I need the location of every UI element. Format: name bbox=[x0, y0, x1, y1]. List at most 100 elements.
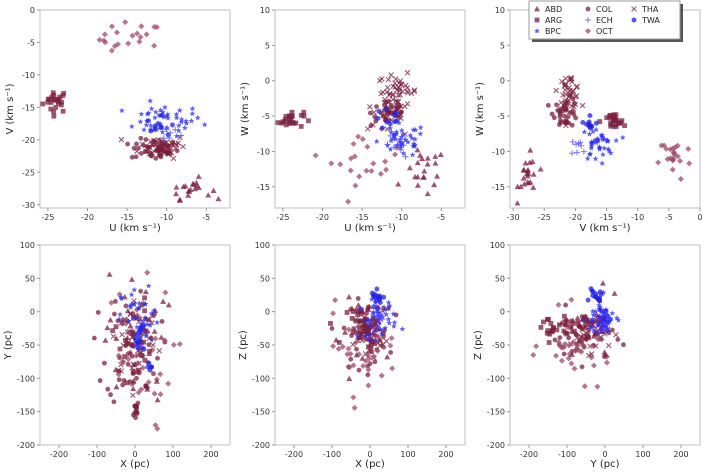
point-abd bbox=[160, 298, 167, 304]
point-bpc bbox=[592, 155, 599, 162]
point-oct bbox=[134, 30, 141, 37]
series-ech bbox=[599, 312, 614, 333]
point-oct bbox=[389, 365, 396, 372]
point-abd bbox=[520, 175, 527, 181]
point-oct bbox=[352, 182, 359, 189]
point-oct bbox=[126, 330, 133, 337]
point-col bbox=[151, 371, 156, 377]
point-bpc bbox=[605, 138, 611, 144]
point-bpc bbox=[388, 137, 394, 144]
point-bpc bbox=[154, 319, 160, 325]
point-tha bbox=[411, 87, 418, 93]
point-bpc bbox=[387, 125, 394, 131]
point-bpc bbox=[600, 151, 606, 158]
legend-label-col: COL bbox=[596, 5, 613, 14]
point-oct bbox=[370, 160, 377, 167]
point-arg bbox=[279, 120, 285, 126]
x-tick-label: 100 bbox=[165, 450, 180, 459]
point-col bbox=[132, 403, 138, 409]
panel-uw-marks bbox=[275, 69, 444, 205]
legend-items: ABD ARG BPC COL ECH OCT THA TWA bbox=[534, 5, 660, 36]
point-tha bbox=[574, 83, 581, 90]
y-tick-label: -5 bbox=[262, 112, 270, 121]
panel-xy-marks bbox=[91, 269, 183, 432]
y-tick-label: -30 bbox=[22, 201, 35, 210]
y-tick-label: -50 bbox=[257, 341, 270, 350]
point-bpc bbox=[412, 136, 418, 142]
series-ech bbox=[569, 138, 587, 157]
point-bpc bbox=[173, 133, 180, 139]
point-bpc bbox=[135, 305, 142, 311]
point-twa bbox=[597, 289, 603, 295]
point-bpc bbox=[371, 313, 378, 319]
panel-vw-xlabel: V (km s⁻¹) bbox=[579, 223, 630, 234]
point-abd bbox=[406, 164, 413, 171]
point-abd bbox=[431, 181, 438, 188]
point-oct bbox=[364, 143, 371, 150]
point-tha bbox=[571, 104, 577, 110]
point-abd bbox=[118, 320, 125, 326]
point-arg bbox=[619, 118, 625, 124]
point-bpc bbox=[391, 323, 397, 329]
point-col bbox=[133, 154, 139, 160]
point-arg bbox=[545, 316, 551, 322]
point-abd bbox=[514, 200, 521, 206]
point-abd bbox=[599, 280, 606, 286]
point-arg bbox=[49, 94, 55, 100]
point-oct bbox=[330, 343, 337, 350]
point-col bbox=[388, 349, 394, 355]
point-tha bbox=[143, 148, 149, 155]
x-tick-label: -100 bbox=[88, 450, 106, 459]
point-abd bbox=[107, 316, 114, 323]
point-twa bbox=[374, 286, 380, 292]
point-arg bbox=[545, 328, 551, 334]
point-arg bbox=[610, 118, 616, 124]
point-tha bbox=[566, 109, 573, 115]
point-tha bbox=[146, 150, 153, 157]
point-abd bbox=[176, 197, 183, 203]
point-tha bbox=[170, 155, 177, 162]
point-ech bbox=[376, 312, 383, 319]
point-col bbox=[146, 342, 152, 348]
point-arg bbox=[360, 325, 366, 331]
point-oct bbox=[350, 362, 357, 369]
y-tick-label: -150 bbox=[487, 408, 505, 417]
point-arg bbox=[544, 330, 550, 336]
point-bpc bbox=[368, 318, 374, 324]
y-tick-label: 50 bbox=[495, 274, 505, 283]
point-oct bbox=[686, 160, 693, 167]
point-bpc bbox=[382, 306, 388, 313]
x-tick-label: 200 bbox=[438, 450, 453, 459]
point-oct bbox=[374, 347, 381, 354]
point-abd bbox=[568, 351, 575, 357]
panel-yz-xlabel: Y (pc) bbox=[590, 459, 620, 470]
point-ech bbox=[160, 135, 167, 142]
point-oct bbox=[162, 289, 169, 296]
point-oct bbox=[330, 310, 337, 317]
point-abd bbox=[143, 383, 150, 389]
point-arg bbox=[608, 123, 614, 129]
series-arg bbox=[597, 112, 627, 129]
point-arg bbox=[290, 120, 296, 125]
series-tha bbox=[553, 75, 586, 129]
point-abd bbox=[128, 276, 135, 282]
point-arg bbox=[129, 342, 135, 348]
point-abd bbox=[517, 183, 524, 190]
point-arg bbox=[613, 112, 619, 118]
point-col bbox=[116, 377, 122, 383]
panel-uv-frame bbox=[39, 9, 231, 209]
point-arg bbox=[60, 108, 66, 114]
point-tha bbox=[404, 100, 411, 107]
y-tick-label: -25 bbox=[22, 168, 35, 177]
point-bpc bbox=[614, 315, 620, 321]
point-arg bbox=[372, 319, 378, 324]
point-oct bbox=[152, 422, 159, 429]
point-col bbox=[111, 399, 117, 405]
point-twa bbox=[594, 120, 599, 126]
point-arg bbox=[124, 341, 130, 346]
point-abd bbox=[180, 183, 187, 190]
point-col bbox=[129, 154, 135, 160]
legend-label-arg: ARG bbox=[545, 16, 562, 25]
point-twa bbox=[376, 108, 382, 114]
point-tha bbox=[180, 143, 186, 150]
